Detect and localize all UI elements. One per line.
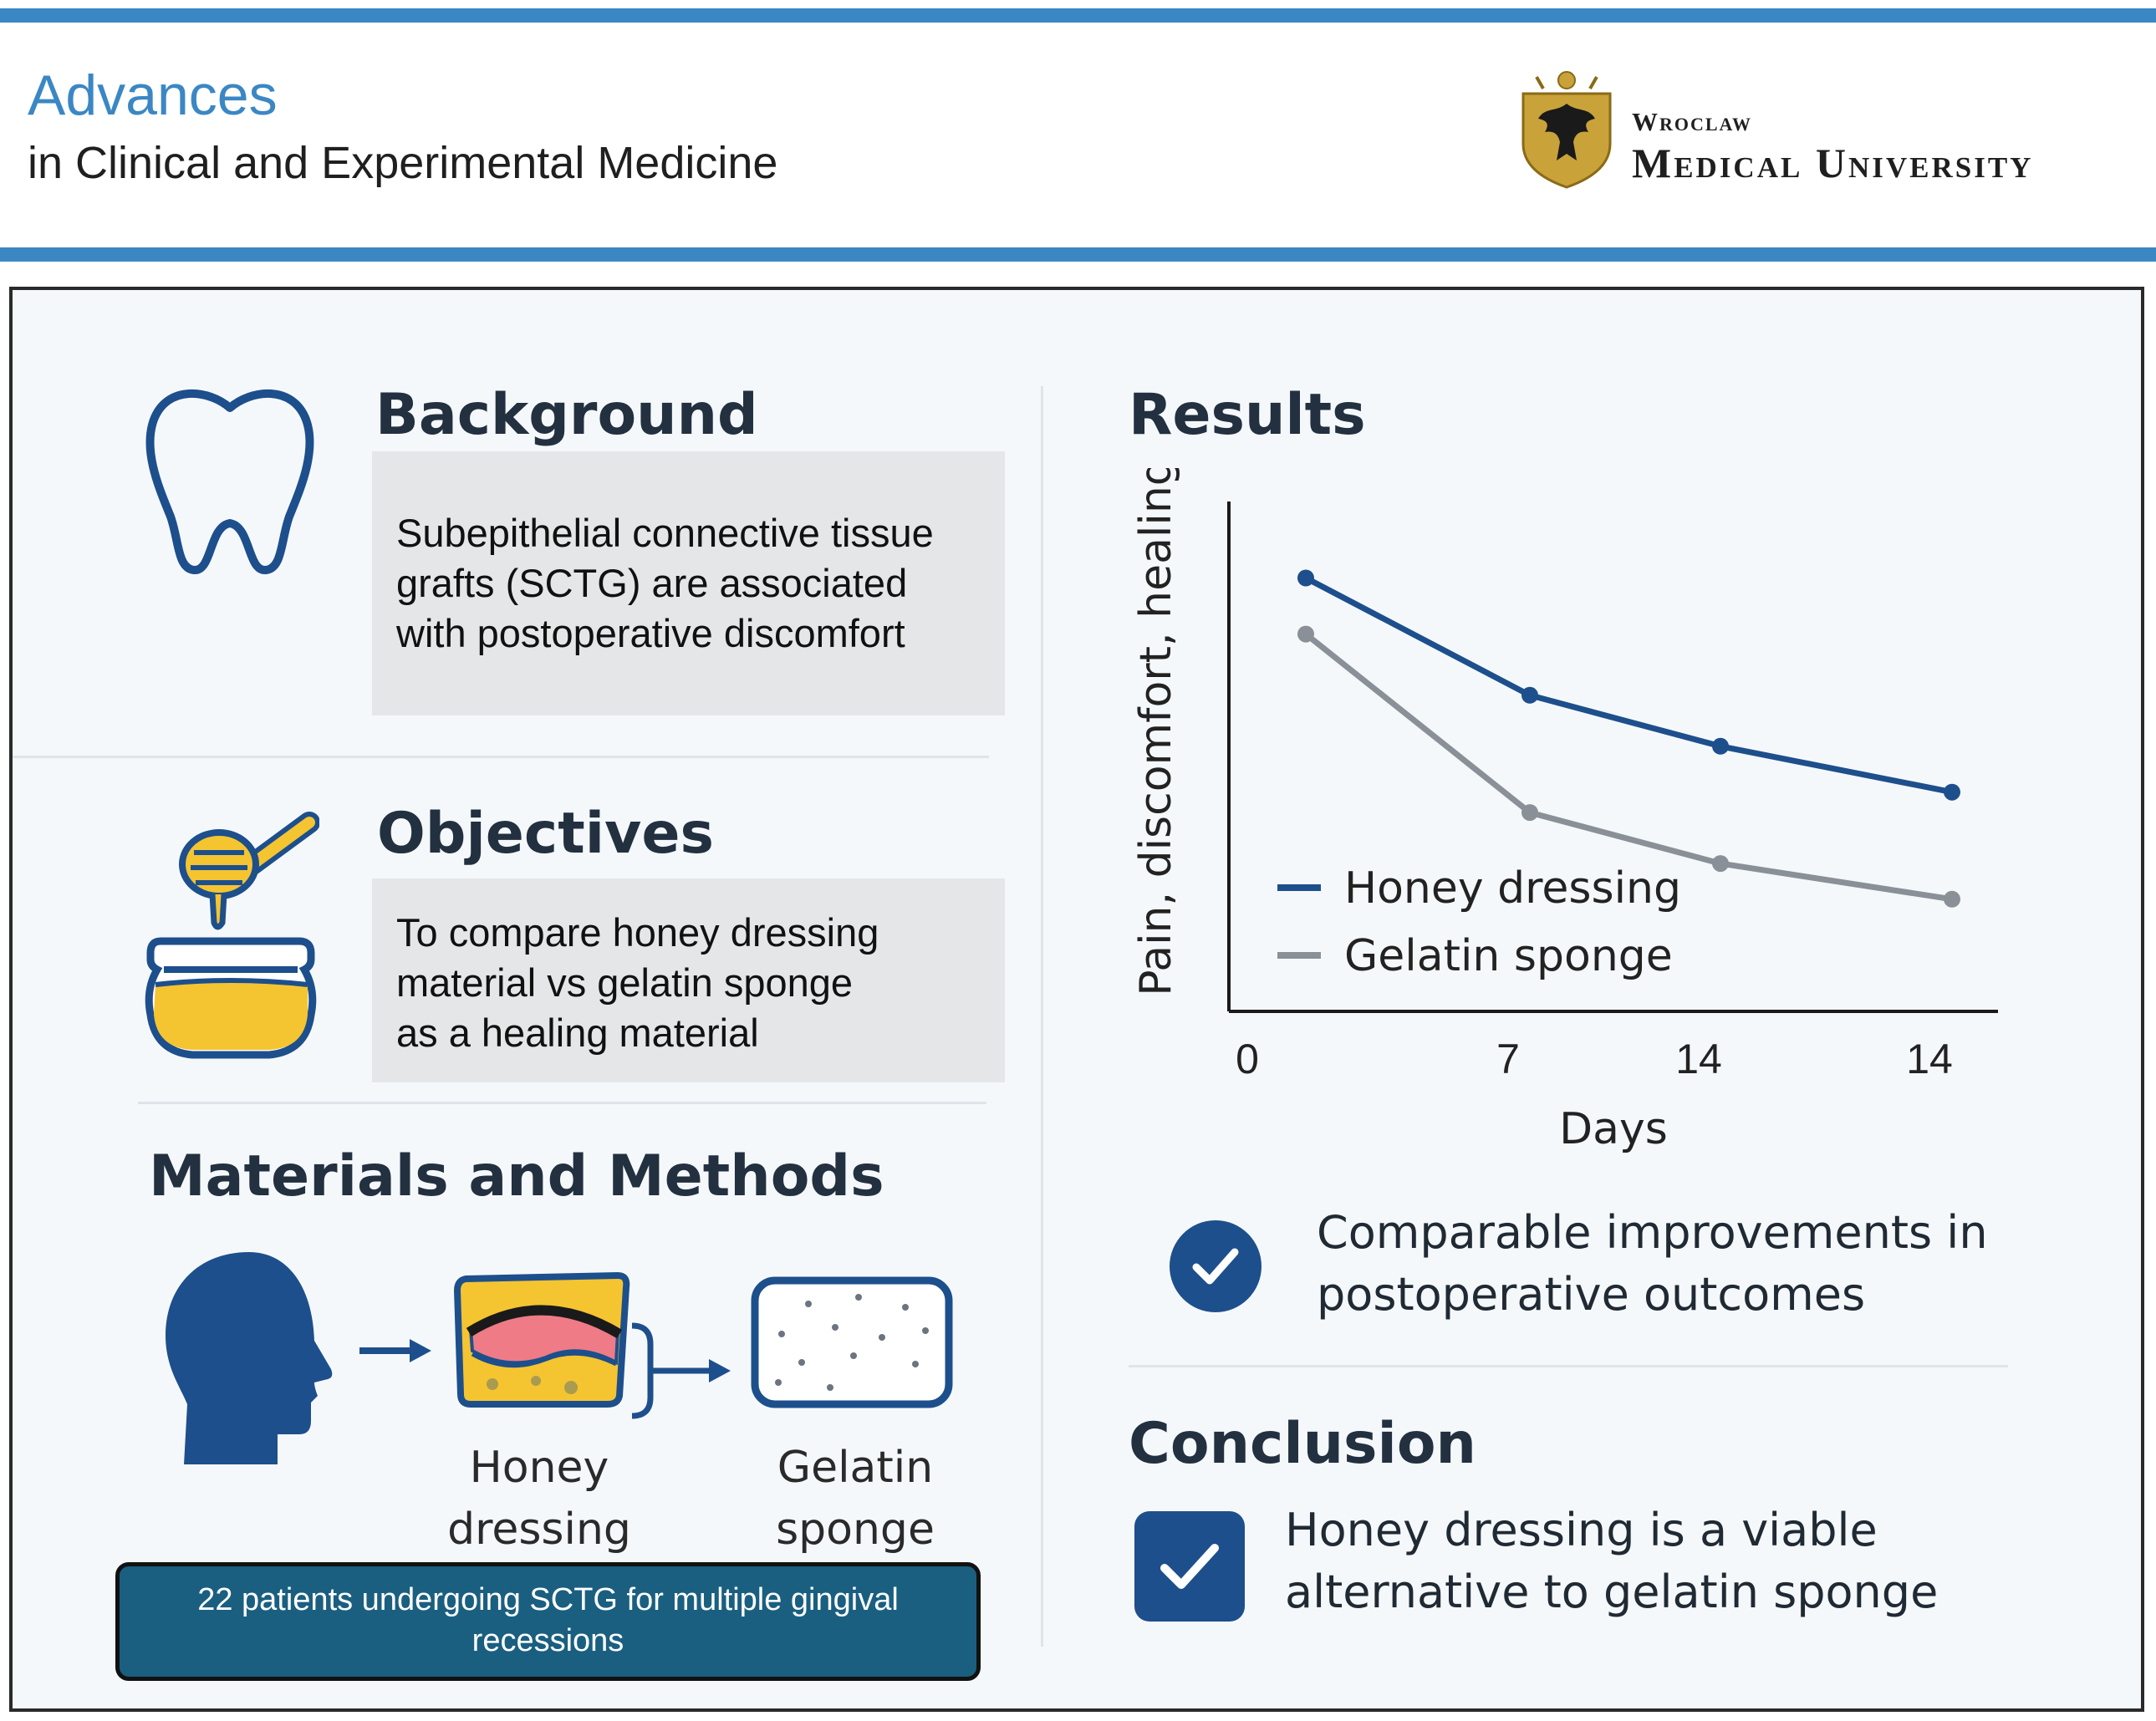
data-point-honey-dressing	[1297, 569, 1314, 587]
objectives-box	[372, 878, 1005, 1082]
data-point-honey-dressing	[1944, 783, 1960, 801]
journal-title: Advances	[28, 64, 278, 127]
data-point-gelatin-sponge	[1944, 890, 1960, 908]
data-point-honey-dressing	[1521, 686, 1538, 704]
results-outcome-text: Comparable improvements in postoperative…	[1317, 1206, 1988, 1321]
data-point-gelatin-sponge	[1521, 804, 1538, 822]
background-heading: Background	[375, 382, 758, 448]
column-divider	[1041, 386, 1043, 1647]
x-tick-label: 14	[1675, 1036, 1722, 1082]
checkbox-checked-icon	[1134, 1511, 1245, 1622]
abstract-panel	[9, 287, 2144, 1712]
background-box	[372, 451, 1005, 715]
conclusion-text: Honey dressing is a viable alternative t…	[1285, 1504, 1939, 1618]
journal-subtitle: in Clinical and Experimental Medicine	[28, 138, 778, 188]
bracket-arrow-icon	[631, 1322, 731, 1419]
results-line-chart: Pain, discomfort, healing 0 7 14 14 Days Ho…	[1131, 468, 1998, 1154]
objectives-divider	[138, 1102, 986, 1104]
patients-text: 22 patients undergoing SCTG for multiple…	[197, 1582, 899, 1658]
gelatin-sponge-icon	[751, 1276, 953, 1408]
series-line-gelatin-sponge	[1303, 631, 1953, 903]
background-text: Subepithelial connective tissue grafts (…	[396, 511, 934, 655]
background-divider	[13, 756, 989, 758]
methods-heading: Materials and Methods	[149, 1143, 884, 1209]
results-divider	[1129, 1365, 2008, 1367]
honey-dressing-label: Honey dressing	[447, 1443, 631, 1555]
objectives-text: To compare honey dressing material vs ge…	[396, 910, 879, 1055]
honey-dressing-icon	[454, 1271, 630, 1408]
data-point-gelatin-sponge	[1297, 625, 1314, 643]
top-rule	[0, 8, 2156, 23]
university-crest-icon	[1521, 71, 1612, 189]
results-heading: Results	[1129, 382, 1366, 448]
patients-box	[115, 1562, 981, 1681]
y-axis-label: Pain, discomfort, healing	[1131, 468, 1181, 996]
check-circle-icon	[1170, 1220, 1261, 1312]
tooth-icon	[145, 390, 314, 574]
x-tick-label: 0	[1236, 1036, 1259, 1082]
x-tick-label: 7	[1496, 1036, 1520, 1082]
header-bottom-rule	[0, 247, 2156, 262]
objectives-heading: Objectives	[377, 801, 714, 867]
legend-label-gelatin-sponge: Gelatin sponge	[1344, 931, 1673, 981]
x-tick-label: 14	[1906, 1036, 1953, 1082]
university-name-line2: Medical University	[1632, 140, 2034, 186]
arrow-right-icon	[359, 1339, 431, 1362]
patient-head-icon	[166, 1252, 333, 1464]
gelatin-sponge-label: Gelatin sponge	[776, 1443, 935, 1555]
data-point-honey-dressing	[1712, 737, 1729, 755]
x-axis-label: Days	[1559, 1104, 1668, 1154]
university-name-line1: Wroclaw	[1632, 107, 1753, 136]
series-line-honey-dressing	[1304, 575, 1953, 796]
honey-jar-icon	[145, 812, 319, 1059]
legend-label-honey-dressing: Honey dressing	[1344, 863, 1681, 914]
data-point-gelatin-sponge	[1712, 855, 1729, 873]
conclusion-heading: Conclusion	[1129, 1411, 1476, 1477]
